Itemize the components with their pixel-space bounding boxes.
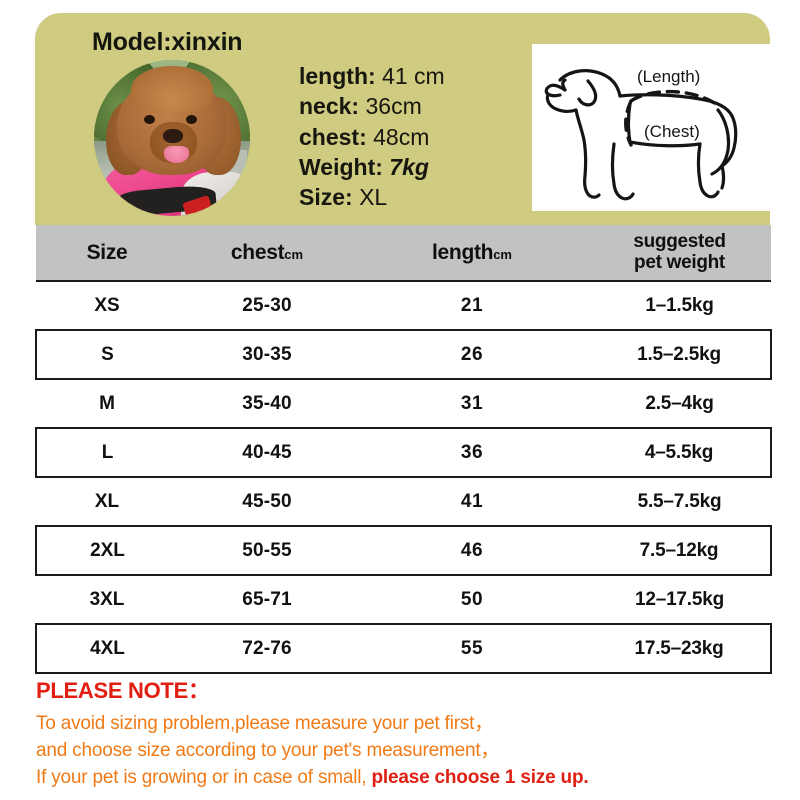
- column-header-length-unit: cm: [493, 246, 512, 262]
- cell-weight: 1–1.5kg: [588, 280, 771, 331]
- cell-length: 36: [356, 427, 588, 478]
- cell-size: 2XL: [35, 525, 178, 576]
- measurement-weight: Weight: 7kg: [299, 152, 499, 182]
- cell-chest: 35-40: [178, 378, 356, 429]
- dog-tongue: [164, 145, 190, 163]
- note-line-3: If your pet is growing or in case of sma…: [36, 765, 776, 792]
- size-table: Size chestcm lengthcm suggested pet weig…: [35, 225, 772, 674]
- length-measure-line: [629, 89, 718, 106]
- table-row: 3XL 65-71 50 12–17.5kg: [36, 574, 771, 625]
- column-header-length-label: length: [432, 240, 494, 264]
- table-row: 4XL 72-76 55 17.5–23kg: [35, 623, 772, 674]
- cell-size: 3XL: [36, 574, 178, 625]
- measurement-size: Size: XL: [299, 182, 499, 212]
- measurement-neck-label: neck:: [299, 93, 360, 120]
- cell-weight: 12–17.5kg: [588, 574, 771, 625]
- cell-length: 46: [356, 525, 588, 576]
- measurement-size-value: XL: [359, 184, 388, 211]
- cell-length: 21: [356, 280, 588, 331]
- model-header-panel: Model:xinxin length: 41 cm: [35, 13, 790, 225]
- cell-weight: 17.5–23kg: [588, 623, 772, 674]
- cell-weight: 5.5–7.5kg: [588, 476, 771, 527]
- note-line-2: and choose size according to your pet's …: [36, 739, 500, 761]
- cell-chest: 65-71: [178, 574, 356, 625]
- diagram-length-label: (Length): [637, 67, 700, 86]
- cell-weight: 2.5–4kg: [588, 378, 771, 429]
- cell-chest: 25-30: [178, 280, 356, 331]
- model-photo: [94, 60, 250, 216]
- table-row: L 40-45 36 4–5.5kg: [35, 427, 772, 478]
- measurement-length-value: 41 cm: [382, 63, 445, 89]
- dog-measurement-diagram: (Length) (Chest): [532, 44, 790, 211]
- cell-chest: 30-35: [178, 329, 356, 380]
- diagram-chest-label: (Chest): [644, 122, 700, 141]
- column-header-chest-label: chest: [230, 240, 285, 264]
- dog-eye-right: [186, 114, 197, 124]
- cell-size: XL: [36, 476, 178, 527]
- cell-length: 55: [356, 623, 588, 674]
- note-line-3-plain: If your pet is growing or in case of sma…: [36, 766, 367, 788]
- measurement-length-label: length:: [299, 63, 376, 89]
- measurement-weight-value: 7kg: [389, 154, 429, 181]
- cell-weight: 7.5–12kg: [588, 525, 772, 576]
- column-header-chest: chestcm: [178, 225, 356, 281]
- cell-chest: 40-45: [178, 427, 356, 478]
- column-header-length: lengthcm: [356, 225, 588, 281]
- measurement-size-label: Size:: [299, 184, 353, 211]
- measurement-chest: chest: 48cm: [299, 122, 499, 152]
- column-header-size-label: Size: [86, 240, 128, 264]
- dog-nose: [162, 128, 183, 143]
- please-note-section: PLEASE NOTE： To avoid sizing problem,ple…: [36, 673, 776, 792]
- column-header-weight-line2: pet weight: [634, 251, 725, 273]
- cell-size: XS: [36, 280, 178, 331]
- table-row: M 35-40 31 2.5–4kg: [36, 378, 771, 429]
- measurement-chest-label: chest:: [299, 123, 367, 150]
- cell-length: 50: [356, 574, 588, 625]
- cell-chest: 72-76: [178, 623, 356, 674]
- note-title: PLEASE NOTE：: [36, 678, 210, 703]
- column-header-weight: suggested pet weight: [588, 225, 771, 281]
- cell-size: L: [35, 427, 178, 478]
- note-line-1: To avoid sizing problem,please measure y…: [36, 713, 494, 734]
- dog-eye-left: [143, 114, 155, 124]
- table-header-row: Size chestcm lengthcm suggested pet weig…: [36, 225, 771, 281]
- note-line-3-emphasis: please choose 1 size up.: [371, 766, 589, 788]
- model-title: Model:xinxin: [92, 28, 243, 56]
- cell-weight: 1.5–2.5kg: [588, 329, 772, 380]
- cell-length: 31: [356, 378, 588, 429]
- cell-size: M: [36, 378, 178, 429]
- column-header-chest-unit: cm: [284, 246, 304, 262]
- size-table-body: XS 25-30 21 1–1.5kg S 30-35 26 1.5–2.5kg M 35-40 3…: [35, 280, 772, 674]
- cell-size: S: [35, 329, 178, 380]
- cell-chest: 45-50: [178, 476, 356, 527]
- cell-length: 26: [356, 329, 588, 380]
- dog-topknot: [131, 66, 213, 114]
- table-row: XL 45-50 41 5.5–7.5kg: [36, 476, 771, 527]
- chest-measure-line: [624, 99, 633, 147]
- cell-weight: 4–5.5kg: [588, 427, 772, 478]
- measurement-weight-label: Weight:: [299, 154, 383, 181]
- cell-chest: 50-55: [178, 525, 356, 576]
- measurement-length: length: 41 cm: [299, 61, 499, 91]
- cell-length: 41: [356, 476, 588, 527]
- measurement-neck-value: 36cm: [365, 93, 422, 120]
- column-header-weight-line1: suggested: [633, 230, 726, 252]
- table-row: S 30-35 26 1.5–2.5kg: [35, 329, 772, 380]
- measurement-neck: neck: 36cm: [299, 91, 499, 121]
- column-header-size: Size: [36, 225, 178, 281]
- dog-outline-icon: (Length) (Chest): [544, 67, 738, 201]
- table-row: 2XL 50-55 46 7.5–12kg: [35, 525, 772, 576]
- cell-size: 4XL: [35, 623, 178, 674]
- table-row: XS 25-30 21 1–1.5kg: [36, 280, 771, 331]
- model-measurements: length: 41 cm neck: 36cm chest: 48cm Wei…: [299, 61, 499, 213]
- measurement-chest-value: 48cm: [373, 123, 430, 150]
- size-table-header: Size chestcm lengthcm suggested pet weig…: [36, 225, 771, 281]
